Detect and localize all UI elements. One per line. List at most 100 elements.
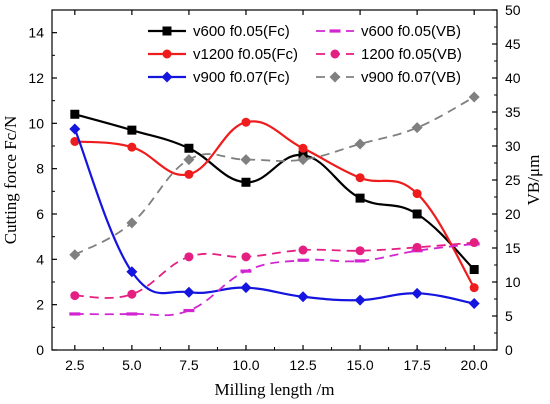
legend-label: v900 f0.07(Fc) xyxy=(193,69,290,86)
data-point xyxy=(354,138,366,150)
y-left-tick-label: 2 xyxy=(36,297,44,313)
x-tick-label: 12.5 xyxy=(289,357,316,373)
data-point xyxy=(412,242,422,252)
x-tick-label: 7.5 xyxy=(179,357,199,373)
data-point xyxy=(354,294,366,306)
data-point xyxy=(241,117,251,127)
y-left-tick-label: 12 xyxy=(28,70,44,86)
y-right-tick-label: 0 xyxy=(505,342,513,358)
x-tick-label: 17.5 xyxy=(404,357,431,373)
data-point xyxy=(469,283,479,293)
y-right-tick-label: 10 xyxy=(505,274,521,290)
data-point xyxy=(411,122,423,134)
legend-item-0: v600 f0.05(Fc) xyxy=(148,23,290,40)
data-point xyxy=(469,265,479,275)
legend-marker xyxy=(329,71,341,83)
data-point xyxy=(240,154,252,166)
data-point xyxy=(127,125,137,135)
data-point xyxy=(127,289,137,299)
series-5 xyxy=(69,91,480,261)
series-2 xyxy=(69,123,480,310)
data-point xyxy=(354,259,366,263)
series-1 xyxy=(70,117,479,293)
data-point xyxy=(126,312,138,316)
data-point xyxy=(297,291,309,303)
data-point xyxy=(184,169,194,179)
legend-label: v600 f0.05(Fc) xyxy=(193,23,290,40)
legend-item-1: v1200 f0.05(Fc) xyxy=(148,46,298,63)
data-point xyxy=(70,109,80,119)
series-line xyxy=(74,243,475,317)
legend-marker xyxy=(162,26,172,36)
y-right-tick-label: 35 xyxy=(505,104,521,120)
x-tick-label: 2.5 xyxy=(65,357,85,373)
legend-item-5: v900 f0.07(VB) xyxy=(316,69,461,86)
data-point xyxy=(468,91,480,103)
legend-item-4: 1200 f0.05(VB) xyxy=(316,46,462,63)
data-point xyxy=(184,252,194,262)
data-point xyxy=(355,246,365,256)
data-point xyxy=(69,312,81,316)
data-point xyxy=(70,291,80,301)
data-point xyxy=(183,308,195,313)
legend-marker xyxy=(330,49,340,59)
data-point xyxy=(412,209,422,219)
series-line xyxy=(74,241,475,299)
data-point xyxy=(183,286,195,298)
y-left-tick-label: 10 xyxy=(28,115,44,131)
data-point xyxy=(240,282,252,294)
y-left-tick-label: 14 xyxy=(28,25,44,41)
y-left-tick-label: 0 xyxy=(36,342,44,358)
legend-label: v900 f0.07(VB) xyxy=(361,69,461,86)
y-right-tick-label: 40 xyxy=(505,70,521,86)
y-right-tick-label: 30 xyxy=(505,138,521,154)
legend-label: 1200 f0.05(VB) xyxy=(361,46,462,63)
y-right-tick-label: 50 xyxy=(505,2,521,18)
data-point xyxy=(69,249,81,261)
data-point xyxy=(468,298,480,310)
y-right-tick-label: 25 xyxy=(505,172,521,188)
series-4 xyxy=(70,238,479,301)
data-point xyxy=(355,193,365,203)
legend-label: v1200 f0.05(Fc) xyxy=(193,46,298,63)
legend-marker xyxy=(329,29,341,33)
data-point xyxy=(411,287,423,299)
data-point xyxy=(126,266,138,278)
data-point xyxy=(126,217,138,229)
legend: v600 f0.05(Fc) v600 f0.05(VB) v1200 f0.05(… xyxy=(148,23,462,86)
legend-item-3: v600 f0.05(VB) xyxy=(316,23,461,40)
y-axis-left-title: Cutting force Fc/N xyxy=(1,116,20,244)
data-point xyxy=(241,177,251,187)
data-point xyxy=(298,143,308,153)
y-left-tick-label: 8 xyxy=(36,161,44,177)
x-tick-label: 20.0 xyxy=(461,357,488,373)
y-right-tick-label: 5 xyxy=(505,308,513,324)
data-point xyxy=(184,143,194,153)
series-line xyxy=(74,96,475,256)
y-left-tick-label: 6 xyxy=(36,206,44,222)
data-point xyxy=(298,245,308,255)
x-tick-label: 5.0 xyxy=(122,357,142,373)
data-point xyxy=(183,154,195,166)
series-group xyxy=(69,91,480,317)
x-tick-label: 10.0 xyxy=(232,357,259,373)
y-left-tick-label: 4 xyxy=(36,251,44,267)
data-point xyxy=(297,154,309,166)
legend-marker xyxy=(162,49,172,59)
legend-label: v600 f0.05(VB) xyxy=(361,23,461,40)
y-right-tick-label: 45 xyxy=(505,36,521,52)
data-point xyxy=(469,238,479,248)
data-point xyxy=(412,189,422,199)
data-point xyxy=(127,142,137,152)
data-point xyxy=(297,258,309,262)
legend-marker xyxy=(161,71,173,83)
axes: 2.5 5.0 7.5 10.0 12.5 15.0 17.5 20.0 0 2 4 6 8 10 12 14… xyxy=(28,2,520,373)
data-point xyxy=(241,252,251,262)
y-axis-right-title: VB/μm xyxy=(524,155,543,206)
data-point xyxy=(240,269,252,273)
x-axis-title: Milling length /m xyxy=(215,380,335,399)
x-tick-label: 15.0 xyxy=(346,357,373,373)
data-point xyxy=(69,123,81,135)
y-right-tick-label: 20 xyxy=(505,206,521,222)
